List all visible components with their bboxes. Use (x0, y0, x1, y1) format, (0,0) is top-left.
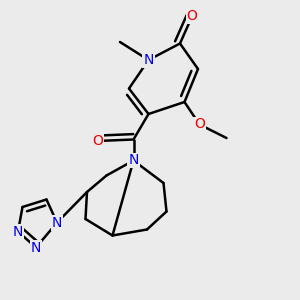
Text: O: O (92, 134, 103, 148)
Text: N: N (143, 53, 154, 67)
Text: N: N (13, 225, 23, 238)
Text: O: O (187, 10, 197, 23)
Text: N: N (52, 216, 62, 230)
Text: O: O (194, 118, 205, 131)
Text: N: N (128, 154, 139, 167)
Text: N: N (31, 241, 41, 254)
